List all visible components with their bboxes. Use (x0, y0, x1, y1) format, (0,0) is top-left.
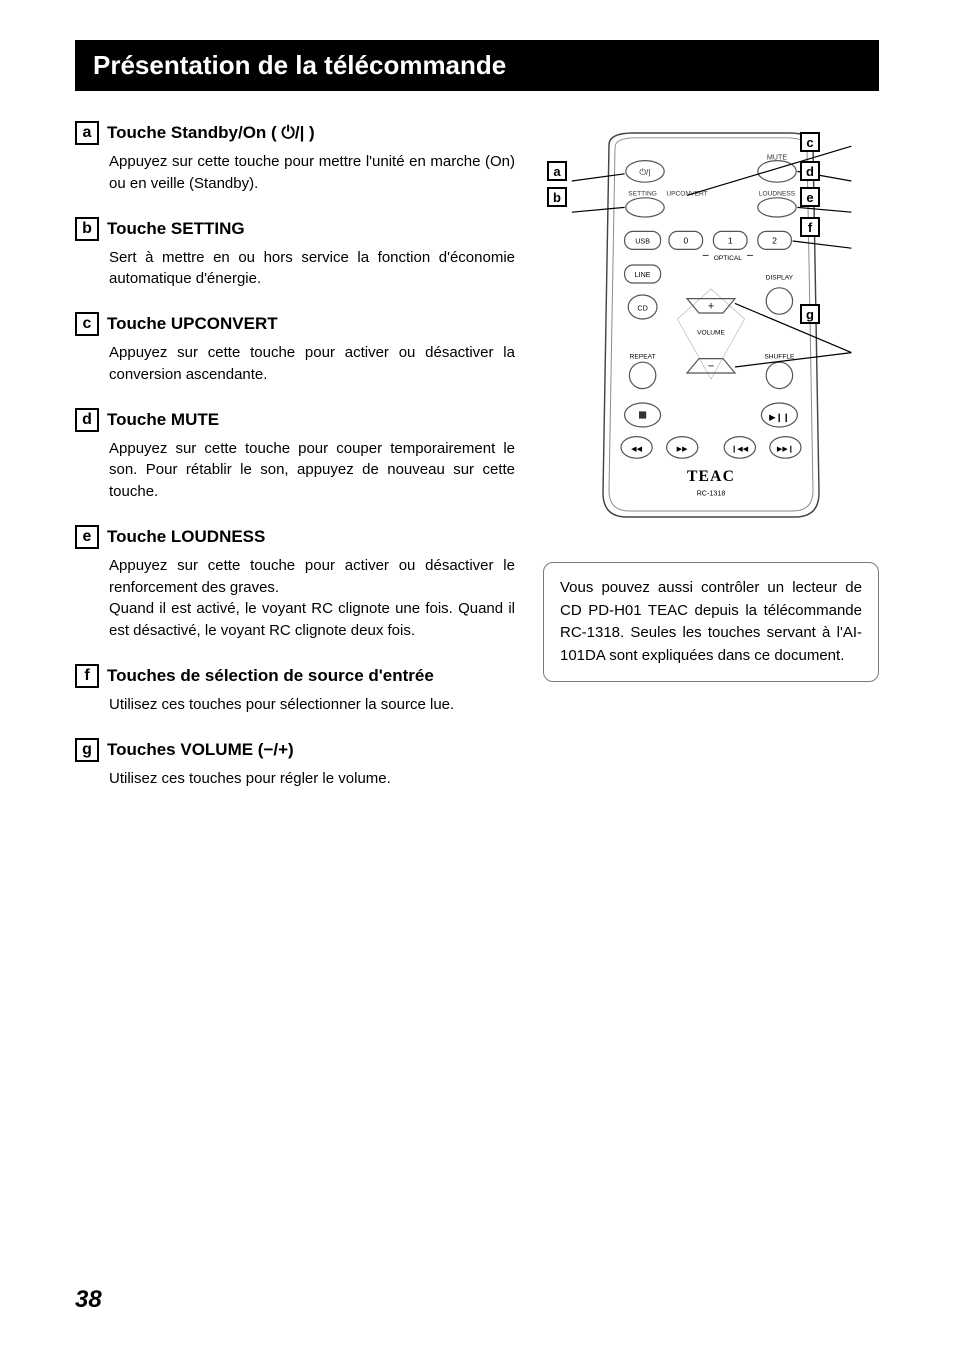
item-body-d: Appuyez sur cette touche pour couper tem… (109, 438, 515, 503)
svg-text:REPEAT: REPEAT (630, 354, 656, 361)
item-body-e: Appuyez sur cette touche pour activer ou… (109, 555, 515, 642)
item-body-g: Utilisez ces touches pour régler le volu… (109, 768, 515, 790)
item-title-c: Touche UPCONVERT (107, 314, 278, 334)
svg-text:▶❙❙: ▶❙❙ (769, 412, 790, 422)
callout-e: e (800, 187, 820, 207)
item-d: d Touche MUTE Appuyez sur cette touche p… (75, 408, 515, 503)
descriptions-column: a Touche Standby/On ( ⏻/| ) Appuyez sur … (75, 121, 515, 811)
item-body-c: Appuyez sur cette touche pour activer ou… (109, 342, 515, 386)
item-body-f: Utilisez ces touches pour sélectionner l… (109, 694, 515, 716)
letter-box-b: b (75, 217, 99, 241)
page-title: Présentation de la télécommande (75, 40, 879, 91)
letter-box-c: c (75, 312, 99, 336)
callout-c: c (800, 132, 820, 152)
svg-text:−: − (708, 360, 714, 372)
svg-text:1: 1 (728, 235, 733, 245)
item-body-b: Sert à mettre en ou hors service la fonc… (109, 247, 515, 291)
callout-b: b (547, 187, 567, 207)
letter-box-g: g (75, 738, 99, 762)
item-g: g Touches VOLUME (−/+) Utilisez ces touc… (75, 738, 515, 790)
item-body-a: Appuyez sur cette touche pour mettre l'u… (109, 151, 515, 195)
item-f: f Touches de sélection de source d'entré… (75, 664, 515, 716)
letter-box-f: f (75, 664, 99, 688)
svg-text:SETTING: SETTING (628, 190, 657, 197)
svg-text:⏻/|: ⏻/| (639, 167, 650, 177)
svg-text:▶▶❙: ▶▶❙ (777, 444, 794, 453)
svg-text:+: + (708, 300, 714, 312)
callout-g: g (800, 304, 820, 324)
item-a: a Touche Standby/On ( ⏻/| ) Appuyez sur … (75, 121, 515, 195)
svg-text:USB: USB (635, 236, 650, 245)
svg-text:DISPLAY: DISPLAY (766, 274, 794, 281)
callout-f: f (800, 217, 820, 237)
svg-text:LINE: LINE (635, 270, 651, 279)
content-area: a Touche Standby/On ( ⏻/| ) Appuyez sur … (75, 121, 879, 811)
item-title-a: Touche Standby/On ( ⏻/| ) (107, 123, 315, 143)
item-c: c Touche UPCONVERT Appuyez sur cette tou… (75, 312, 515, 386)
svg-text:TEAC: TEAC (687, 468, 735, 485)
svg-text:OPTICAL: OPTICAL (714, 255, 743, 262)
callout-a: a (547, 161, 567, 181)
callout-d: d (800, 161, 820, 181)
item-title-e: Touche LOUDNESS (107, 527, 265, 547)
remote-svg: ⏻/| MUTE SETTING UPCONVERT LOUDNESS USB … (543, 121, 879, 529)
svg-text:▶▶: ▶▶ (677, 444, 689, 453)
page-number: 38 (75, 1286, 102, 1314)
item-title-b: Touche SETTING (107, 219, 245, 239)
note-box: Vous pouvez aussi contrôler un lecteur d… (543, 562, 879, 682)
item-title-g: Touches VOLUME (−/+) (107, 740, 294, 760)
letter-box-d: d (75, 408, 99, 432)
item-e: e Touche LOUDNESS Appuyez sur cette touc… (75, 525, 515, 642)
item-b: b Touche SETTING Sert à mettre en ou hor… (75, 217, 515, 291)
diagram-column: ⏻/| MUTE SETTING UPCONVERT LOUDNESS USB … (543, 121, 879, 811)
letter-box-e: e (75, 525, 99, 549)
remote-diagram: ⏻/| MUTE SETTING UPCONVERT LOUDNESS USB … (543, 121, 879, 534)
svg-text:RC-1318: RC-1318 (697, 488, 726, 497)
svg-text:2: 2 (772, 235, 777, 245)
svg-text:◀◀: ◀◀ (631, 444, 643, 453)
item-title-f: Touches de sélection de source d'entrée (107, 666, 434, 686)
svg-text:VOLUME: VOLUME (697, 330, 725, 337)
svg-text:LOUDNESS: LOUDNESS (759, 190, 796, 197)
item-title-d: Touche MUTE (107, 410, 219, 430)
svg-text:❙◀◀: ❙◀◀ (731, 444, 749, 453)
svg-text:0: 0 (683, 235, 688, 245)
svg-text:CD: CD (637, 304, 647, 313)
letter-box-a: a (75, 121, 99, 145)
